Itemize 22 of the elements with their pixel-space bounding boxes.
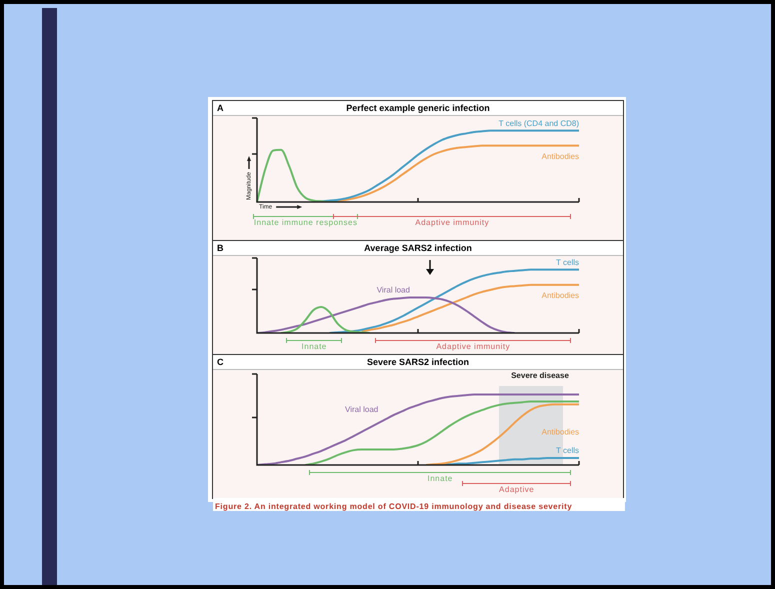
chart-title: Average SARS2 infection — [364, 243, 472, 253]
series-label: Viral load — [376, 286, 410, 295]
text: Adaptive immunity — [414, 218, 490, 227]
text: Severe disease — [511, 371, 569, 380]
series-label: T cells (CD4 and CD8) — [498, 118, 580, 128]
series-label: Antibodies — [542, 152, 579, 161]
text: B — [217, 242, 224, 255]
series-label: T cells — [556, 446, 579, 456]
chart-title: Perfect example generic infection — [346, 103, 490, 113]
text: Adaptive — [498, 485, 536, 494]
series-label: Antibodies — [542, 291, 579, 300]
text: Adaptive immunity — [435, 342, 512, 351]
text: C — [217, 356, 224, 369]
text: Innate immune responses — [252, 218, 358, 227]
text: Antibodies — [542, 428, 579, 437]
text: Innate — [300, 342, 328, 351]
series-label: Viral load — [345, 405, 378, 414]
series-label: T cells — [556, 258, 579, 267]
chart-title: Severe SARS2 infection — [366, 357, 470, 367]
caption: Figure 2. An integrated working model of COVID-19 immunology and disease severity — [213, 498, 625, 511]
text: A — [217, 102, 224, 115]
text: Innate — [426, 474, 454, 483]
